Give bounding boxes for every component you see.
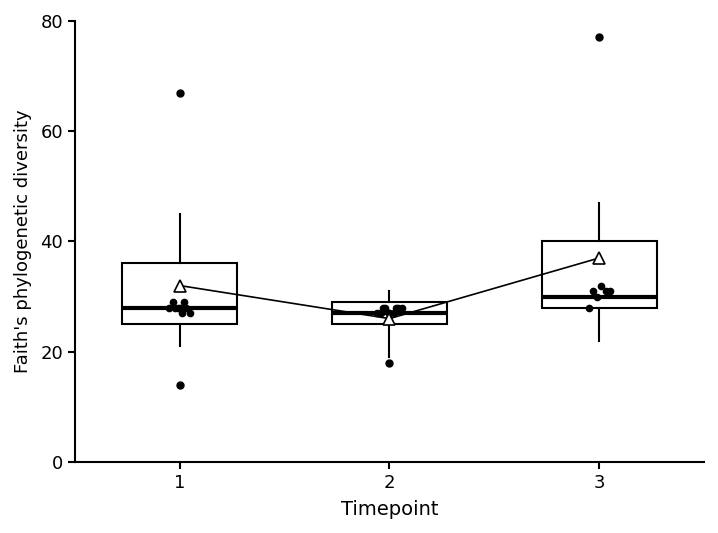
- Bar: [122, 263, 238, 324]
- X-axis label: Timepoint: Timepoint: [341, 500, 438, 519]
- Bar: [541, 241, 657, 308]
- Bar: [332, 302, 447, 324]
- Y-axis label: Faith's phylogenetic diversity: Faith's phylogenetic diversity: [14, 110, 32, 373]
